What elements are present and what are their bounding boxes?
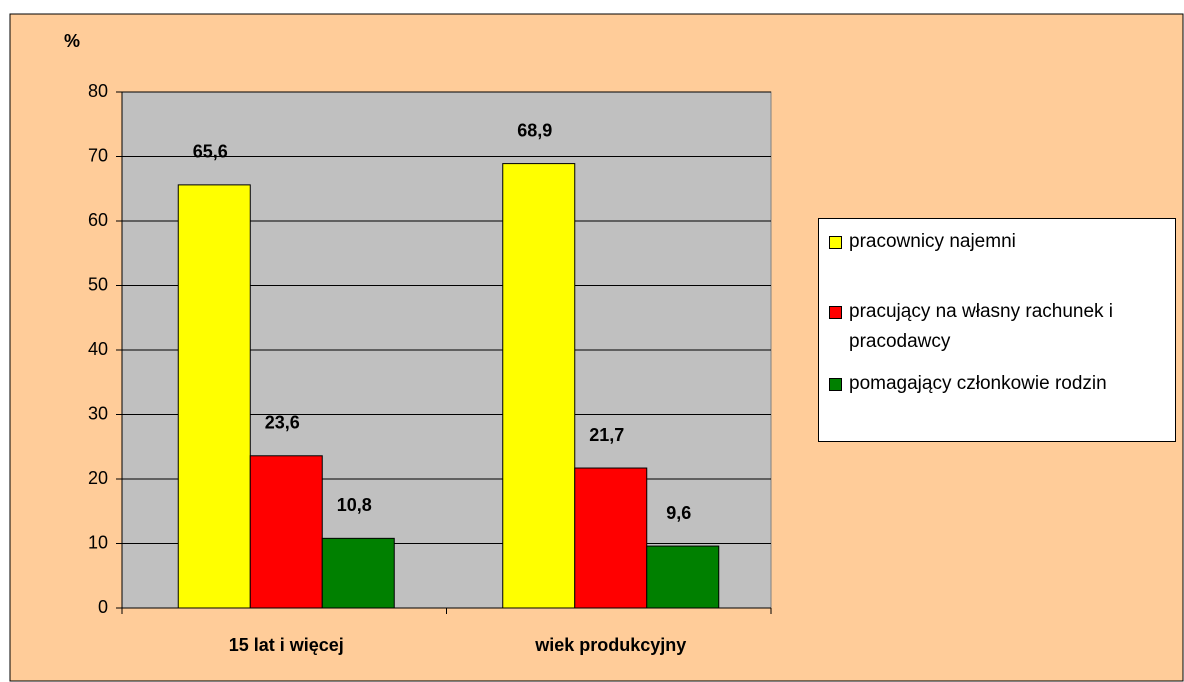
legend-label: pracujący na własny rachunek i pracodawc… [849, 301, 1114, 352]
y-tick-label: 40 [88, 339, 108, 359]
y-tick-label: 0 [98, 597, 108, 617]
data-label: 68,9 [517, 120, 552, 140]
y-tick-label: 20 [88, 468, 108, 488]
y-axis-label: % [64, 31, 80, 51]
legend-swatch [829, 236, 842, 249]
data-label: 10,8 [337, 495, 372, 515]
y-tick-label: 50 [88, 274, 108, 294]
y-tick-label: 30 [88, 403, 108, 423]
data-label: 23,6 [265, 413, 300, 433]
y-tick-label: 10 [88, 532, 108, 552]
legend-label: pomagający członkowie rodzin [849, 373, 1107, 394]
bar [502, 163, 576, 609]
y-tick-label: 70 [88, 145, 108, 165]
legend: pracownicy najemni pracujący na własny ra… [818, 218, 1176, 442]
legend-swatch [829, 378, 842, 391]
bar [646, 545, 720, 609]
bar [177, 184, 251, 609]
legend-item: pomagający członkowie rodzin [829, 369, 1129, 399]
y-tick-label: 60 [88, 210, 108, 230]
y-tick-label: 80 [88, 81, 108, 101]
bar [249, 455, 323, 609]
bar [321, 537, 395, 609]
data-label: 21,7 [589, 425, 624, 445]
legend-item: pracujący na własny rachunek i pracodawc… [829, 297, 1129, 357]
legend-label: pracownicy najemni [849, 231, 1016, 252]
data-label: 65,6 [193, 142, 228, 162]
legend-item: pracownicy najemni [829, 227, 1129, 257]
legend-swatch [829, 306, 842, 319]
bar [574, 467, 648, 609]
data-label: 9,6 [666, 503, 691, 523]
x-tick-label: 15 lat i więcej [229, 635, 344, 655]
x-tick-label: wiek produkcyjny [534, 635, 686, 655]
